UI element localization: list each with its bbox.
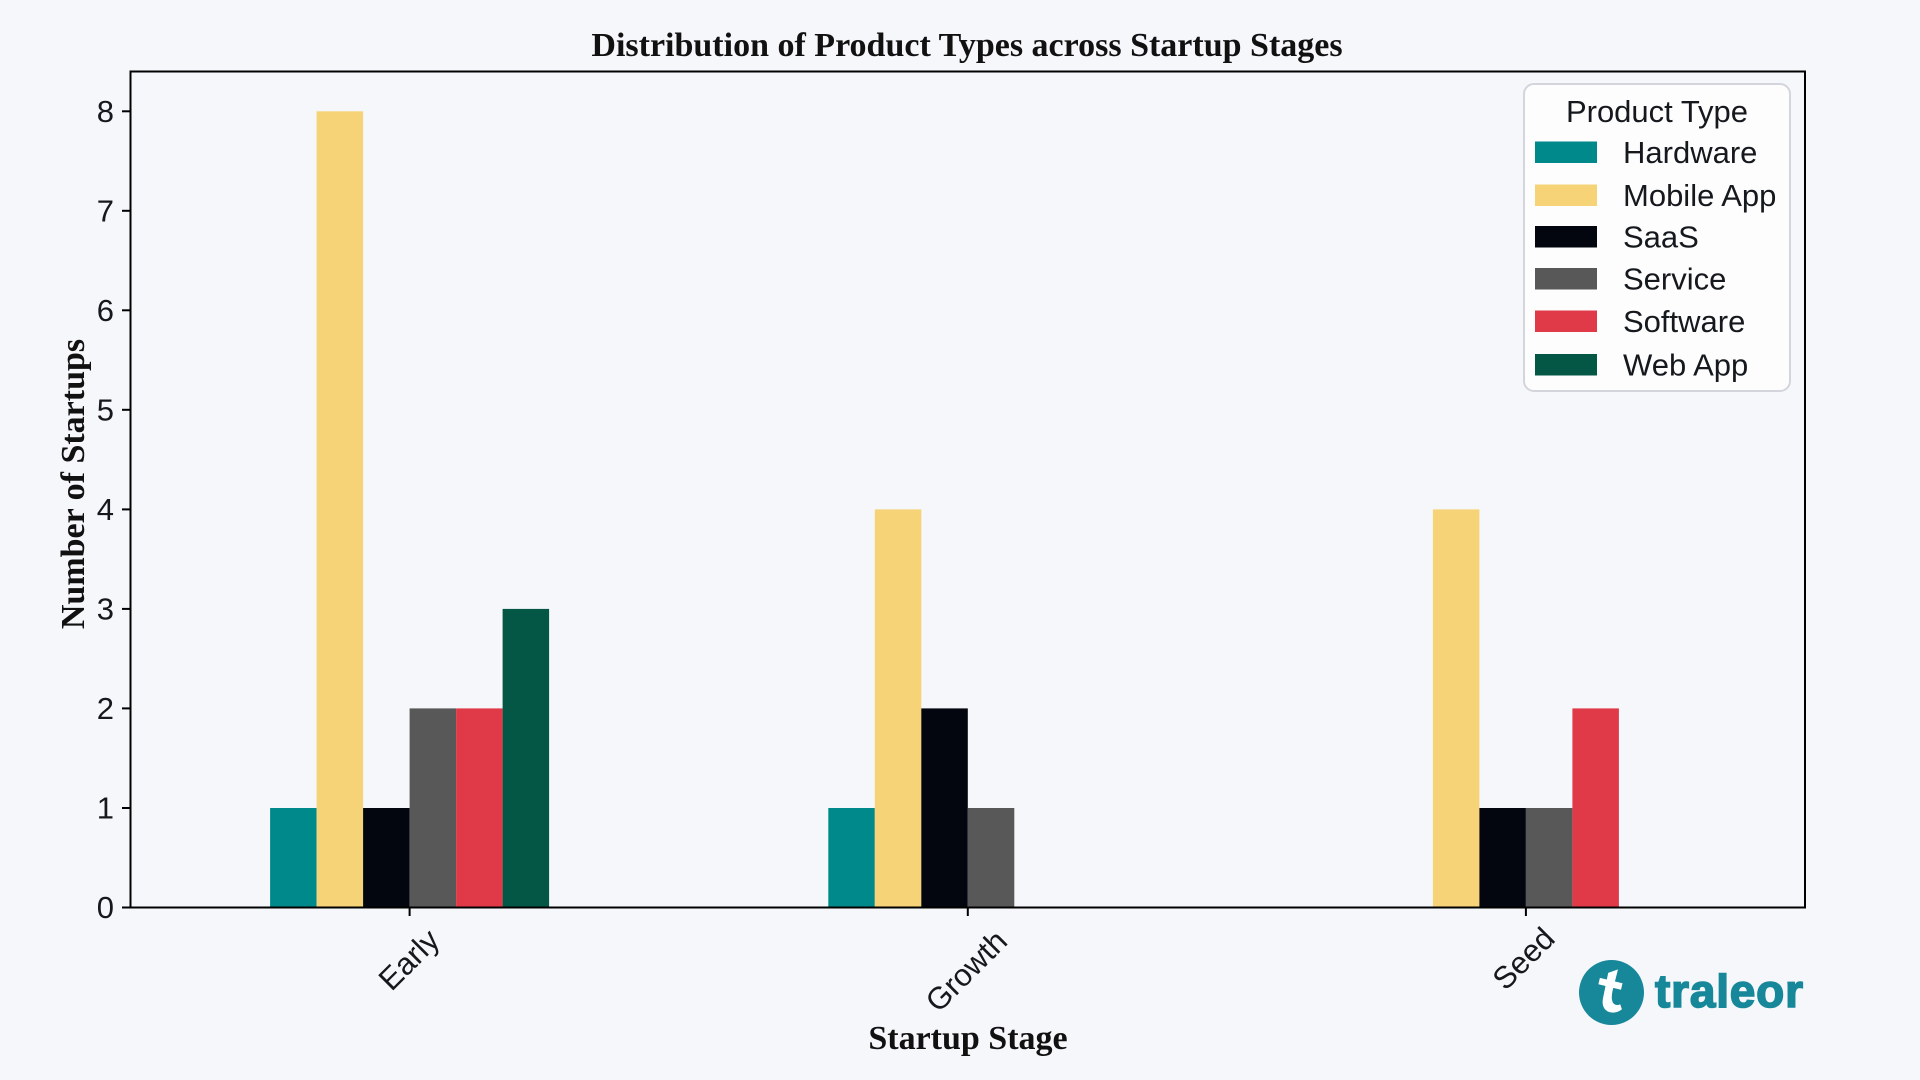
svg-text:Startup Stage: Startup Stage (868, 1020, 1067, 1057)
svg-text:traleor: traleor (1655, 965, 1804, 1017)
svg-text:0: 0 (97, 890, 114, 925)
svg-text:4: 4 (97, 492, 114, 527)
svg-text:7: 7 (97, 193, 114, 228)
svg-text:Number of Startups: Number of Startups (55, 339, 92, 629)
svg-text:Software: Software (1623, 304, 1745, 339)
svg-text:2: 2 (97, 691, 114, 726)
svg-text:SaaS: SaaS (1623, 220, 1699, 255)
svg-text:Hardware: Hardware (1623, 135, 1757, 170)
svg-text:5: 5 (97, 392, 114, 427)
svg-text:Service: Service (1623, 262, 1726, 297)
svg-text:1: 1 (97, 791, 114, 826)
svg-text:8: 8 (97, 94, 114, 129)
svg-text:3: 3 (97, 591, 114, 626)
svg-text:Mobile App: Mobile App (1623, 178, 1776, 213)
svg-text:Web App: Web App (1623, 348, 1748, 383)
svg-text:6: 6 (97, 293, 114, 328)
svg-text:Product Type: Product Type (1566, 94, 1748, 129)
svg-text:Distribution of Product Types: Distribution of Product Types across Sta… (591, 27, 1342, 64)
